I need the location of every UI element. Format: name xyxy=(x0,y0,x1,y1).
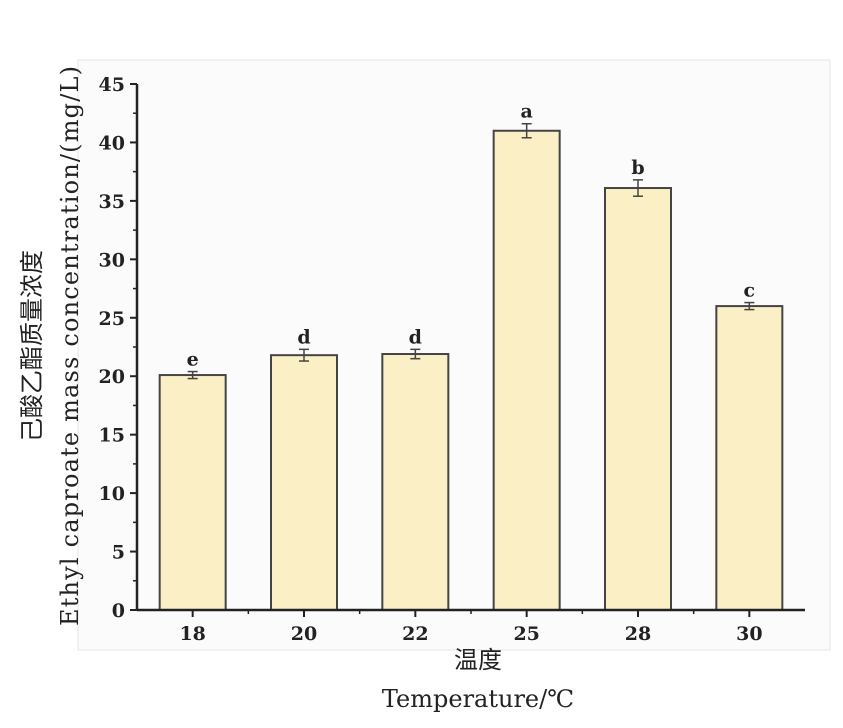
axes-group: 18 20 22 25 28 30 0 5 10 15 20 25 30 35 40 45 xyxy=(99,74,805,645)
bar-30 xyxy=(715,305,784,611)
significance-label-25: a xyxy=(521,101,533,123)
x-tick-label-20: 20 xyxy=(291,623,317,645)
bar-28 xyxy=(604,187,672,612)
y-tick-label-45: 45 xyxy=(99,74,125,96)
x-tick-label-25: 25 xyxy=(513,623,539,645)
y-tick-label-25: 25 xyxy=(99,308,125,330)
x-axis-title-english: Temperature/℃ xyxy=(382,685,574,713)
y-axis-title-chinese: 己酸乙酯质量浓度 xyxy=(18,250,46,442)
y-axis-title-english: Ethyl caproate mass concentration/(mg/L) xyxy=(56,66,84,626)
y-tick-label-40: 40 xyxy=(99,132,125,154)
bar-20 xyxy=(270,354,338,611)
x-tick-label-30: 30 xyxy=(736,623,762,645)
error-bars-group xyxy=(187,122,755,380)
bar-22 xyxy=(381,353,450,611)
y-tick-label-20: 20 xyxy=(99,366,125,388)
y-tick-label-0: 0 xyxy=(112,600,125,622)
bars-group xyxy=(158,129,784,612)
y-tick-label-35: 35 xyxy=(99,191,125,213)
bar-25 xyxy=(492,129,561,611)
x-tick-label-22: 22 xyxy=(402,623,428,645)
significance-label-22: d xyxy=(409,326,422,348)
y-tick-label-10: 10 xyxy=(99,483,125,505)
x-tick-label-18: 18 xyxy=(179,623,205,645)
x-tick-label-28: 28 xyxy=(625,623,651,645)
y-tick-label-30: 30 xyxy=(99,249,125,271)
bar-18 xyxy=(158,374,227,612)
significance-label-30: c xyxy=(744,280,756,302)
significance-label-18: e xyxy=(187,349,199,371)
significance-label-20: d xyxy=(297,326,310,348)
significance-label-28: b xyxy=(631,157,644,179)
y-tick-label-15: 15 xyxy=(99,425,125,447)
axis-titles-group: 温度 Temperature/℃ 己酸乙酯质量浓度 Ethyl caproate… xyxy=(18,66,574,713)
significance-labels-group: e d d a b c xyxy=(187,101,756,371)
y-tick-label-5: 5 xyxy=(112,542,125,564)
x-axis-title-chinese: 温度 xyxy=(454,646,502,674)
